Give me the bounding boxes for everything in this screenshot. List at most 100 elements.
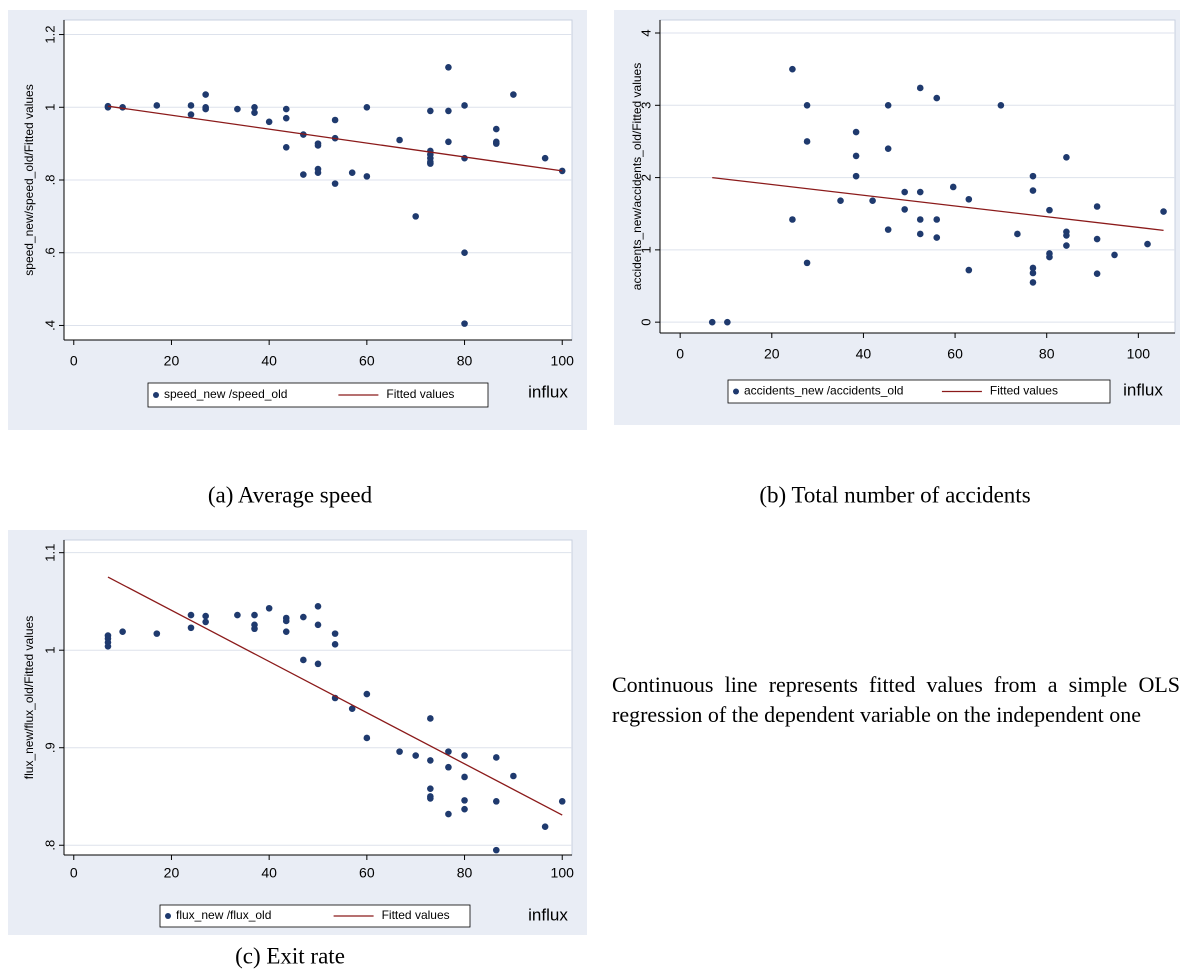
data-point (251, 611, 258, 619)
x-tick-label: 60 (947, 346, 963, 362)
data-point (1029, 264, 1037, 272)
data-point (314, 603, 322, 610)
caption: (c) Exit rate (235, 943, 345, 968)
data-point (251, 109, 258, 117)
data-point (1093, 270, 1101, 278)
data-point (901, 206, 908, 213)
x-tick-label: 80 (457, 865, 473, 881)
y-tick-label: 4 (638, 29, 653, 36)
x-axis-title: influx (528, 382, 568, 401)
data-point (461, 102, 468, 109)
data-point (282, 143, 290, 151)
data-point (202, 91, 209, 98)
data-point (997, 101, 1005, 109)
data-point (363, 173, 371, 180)
data-point (363, 690, 371, 698)
data-point (445, 763, 452, 771)
x-tick-label: 40 (261, 353, 277, 369)
data-point (901, 188, 908, 196)
data-point (461, 154, 468, 162)
y-axis-title: accidents_new/accidents_old/Fitted value… (630, 63, 644, 290)
data-point (803, 259, 811, 267)
fitted-line (107, 105, 563, 172)
x-tick-label: 0 (676, 346, 684, 362)
data-point (282, 105, 290, 113)
x-tick-label: 60 (359, 865, 375, 881)
data-point (265, 604, 273, 612)
data-point (234, 105, 241, 113)
data-point (1111, 251, 1118, 259)
data-point (265, 118, 273, 126)
data-point (916, 84, 924, 92)
data-point (427, 757, 434, 764)
data-point (396, 136, 403, 144)
y-tick-label: 1 (42, 647, 57, 654)
x-tick-label: 20 (764, 346, 780, 362)
data-point (331, 180, 339, 187)
y-tick-label: 1.2 (42, 26, 57, 44)
legend-label: Fitted values (382, 908, 450, 922)
data-point (492, 754, 500, 761)
data-point (492, 798, 500, 805)
data-point (445, 63, 452, 71)
data-point (412, 213, 419, 220)
data-point (510, 91, 517, 98)
data-point (445, 138, 452, 146)
data-point (427, 160, 434, 167)
x-tick-label: 100 (551, 865, 575, 881)
data-point (104, 102, 112, 110)
data-point (1063, 232, 1070, 239)
data-point (1160, 208, 1167, 215)
data-point (492, 140, 500, 147)
data-point (104, 643, 112, 650)
data-point (187, 624, 195, 632)
legend-box (147, 382, 489, 408)
data-point (314, 169, 322, 177)
fitted-line (712, 176, 1164, 231)
legend-label: flux_new /flux_old (176, 908, 271, 922)
y-tick-label: .8 (42, 840, 57, 851)
data-point (331, 116, 339, 124)
data-point (314, 660, 322, 668)
data-point (933, 94, 941, 102)
x-tick-label: 40 (261, 865, 277, 881)
x-axis-title: influx (528, 905, 568, 924)
caption: (a) Average speed (208, 482, 373, 507)
x-tick-label: 60 (359, 353, 375, 369)
data-point (492, 846, 500, 854)
data-point (1046, 253, 1053, 261)
legend-marker (733, 388, 739, 395)
legend-label: Fitted values (386, 387, 454, 401)
data-point (1029, 269, 1037, 277)
y-tick-label: 0 (638, 319, 653, 326)
y-axis-title: speed_new/speed_old/Fitted values (22, 84, 36, 275)
y-tick-label: 1 (42, 104, 57, 111)
data-point (558, 798, 566, 805)
data-point (202, 105, 209, 113)
data-point (119, 103, 126, 111)
plot-area (63, 539, 573, 856)
data-point (724, 318, 731, 326)
note: Continuous line represents fitted values… (612, 672, 1180, 727)
data-point (153, 102, 161, 109)
y-tick-label: .9 (42, 742, 57, 753)
data-point (363, 734, 371, 742)
data-point (427, 715, 434, 722)
data-point (803, 101, 811, 109)
data-point (1046, 206, 1053, 214)
data-point (852, 152, 860, 160)
x-tick-label: 80 (457, 353, 473, 369)
data-point (884, 101, 892, 109)
data-point (1144, 240, 1151, 248)
legend-marker (165, 913, 171, 919)
data-point (884, 226, 892, 233)
data-point (234, 611, 241, 619)
data-point (282, 617, 290, 625)
data-point (396, 748, 403, 755)
data-point (884, 145, 892, 152)
legend-marker (153, 392, 159, 398)
data-point (363, 103, 371, 111)
data-point (331, 630, 339, 637)
data-point (461, 797, 468, 804)
